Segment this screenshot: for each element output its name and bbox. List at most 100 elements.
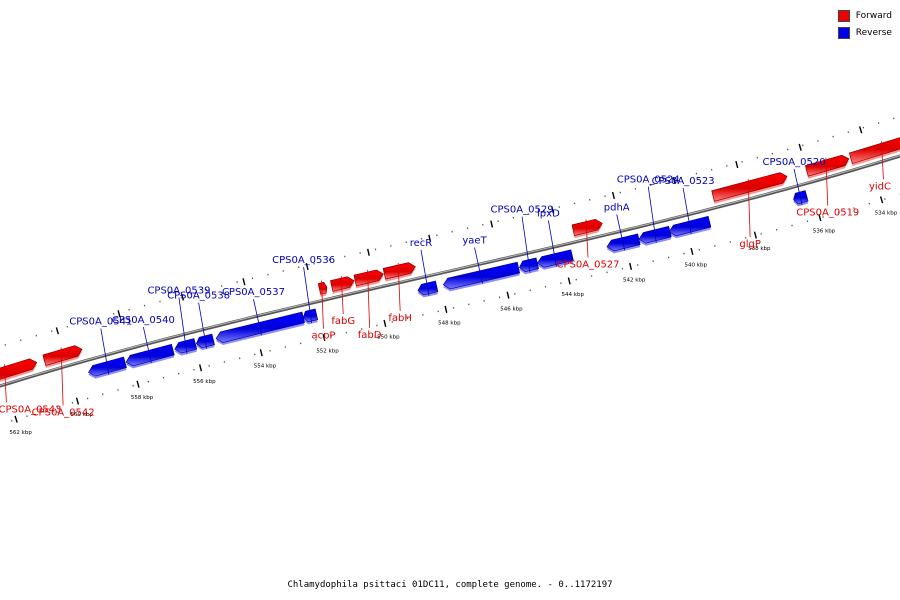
gene-leader-line (198, 302, 208, 349)
tick-label: 546 kbp (500, 306, 523, 312)
major-tick (55, 327, 59, 335)
gene-labels: CPS0A_0520CPS0A_0523CPS0A_0524pdhAlpxDCP… (0, 141, 891, 418)
gene-label: CPS0A_0529 (491, 205, 554, 216)
major-tick (305, 262, 309, 271)
major-tick (75, 397, 80, 405)
gene-arrow (571, 218, 603, 236)
gene-features (0, 132, 900, 392)
gene-leader-line (3, 364, 7, 403)
gene-fabD[interactable] (353, 269, 384, 289)
gene-label: acpP (311, 331, 335, 342)
gene-label: CPS0A_0519 (796, 208, 859, 219)
gene-CPS0A_0519[interactable] (804, 154, 850, 179)
gene-leader-line (881, 141, 884, 180)
gene-label: fabH (388, 313, 412, 324)
tick-label: 556 kbp (193, 379, 216, 385)
gene-label: fabG (331, 316, 355, 327)
tick-label: 538 kbp (748, 246, 771, 252)
gene-arrow (711, 172, 788, 202)
major-tick (818, 214, 822, 222)
gene-label: CPS0A_0524 (617, 175, 680, 186)
gene-label: CPS0A_0537 (222, 287, 285, 298)
gene-leader-line (548, 220, 557, 267)
gene-leader-line (793, 168, 803, 205)
tick-label: 550 kbp (377, 334, 400, 340)
major-tick (259, 349, 263, 357)
gene-label: CPS0A_0520 (763, 157, 826, 168)
tick-label: 548 kbp (438, 320, 461, 326)
major-tick (506, 291, 510, 299)
gene-arrow (848, 137, 900, 164)
gene-arrow (317, 281, 328, 295)
major-tick (14, 415, 18, 423)
gene-label: CPS0A_0543 (0, 404, 62, 415)
gene-yidC[interactable] (848, 132, 900, 166)
gene-leader-line (178, 297, 188, 354)
major-tick (798, 143, 802, 151)
gene-arrow (793, 190, 809, 205)
gene-leader-line (825, 157, 829, 206)
gene-label: glgP (739, 239, 761, 250)
major-tick (198, 364, 203, 372)
gene-leader-line (420, 249, 430, 296)
gene-label: CPS0A_0542 (32, 407, 95, 418)
ruler-ticks: 534 kbp 536 kbp 538 kbp 540 kbp 542 kbp 544 k… (4, 117, 900, 436)
gene-leader-line (682, 187, 692, 235)
major-tick (879, 196, 884, 204)
gene-leader-line (60, 347, 64, 406)
gene-arrow (606, 233, 641, 252)
major-tick (490, 220, 494, 228)
tick-label: 542 kbp (623, 278, 646, 284)
gene-leader-line (367, 269, 370, 328)
gene-CPS0A_0543[interactable] (0, 358, 38, 392)
gene-glgP[interactable] (711, 172, 788, 204)
tick-label: 544 kbp (562, 292, 585, 298)
gene-fabH[interactable] (382, 262, 416, 282)
gene-leader-line (616, 214, 626, 251)
gene-leader-line (647, 186, 657, 243)
major-tick (551, 206, 555, 214)
gene-label: CPS0A_0527 (557, 259, 620, 270)
gene-arrow (442, 261, 521, 290)
gene-label: CPS0A_0541 (69, 317, 132, 328)
gene-yaeT[interactable] (442, 261, 521, 292)
gene-CPS0A_0542[interactable] (42, 345, 83, 368)
major-tick (735, 160, 739, 169)
gene-label: recR (410, 238, 433, 249)
legend: Forward Reverse (837, 9, 892, 43)
forward-swatch (837, 9, 850, 22)
legend-reverse-label: Reverse (855, 27, 892, 38)
genome-caption: Chlamydophila psittaci 01DC11, complete … (287, 580, 613, 590)
major-tick (690, 247, 694, 255)
major-tick (180, 293, 185, 301)
major-tick (242, 278, 246, 286)
tick-label: 540 kbp (685, 262, 708, 268)
gene-label: yaeT (462, 236, 487, 247)
major-tick (444, 305, 448, 313)
major-tick (428, 234, 432, 242)
major-tick (383, 319, 387, 327)
legend-reverse: Reverse (837, 26, 892, 39)
gene-arrow (42, 345, 83, 366)
tick-label: 552 kbp (316, 349, 339, 355)
gene-acpP[interactable] (317, 281, 328, 297)
major-tick (366, 248, 370, 256)
gene-label: CPS0A_0539 (147, 286, 210, 297)
gene-arrow (215, 311, 305, 343)
gene-fabG[interactable] (330, 276, 355, 294)
gene-label: CPS0A_0538 (167, 291, 230, 302)
major-tick (567, 277, 571, 285)
gene-arrow (0, 358, 38, 380)
gene-leader-line (100, 328, 110, 375)
gene-CPS0A_0527[interactable] (571, 218, 603, 239)
gene-label: pdhA (604, 202, 630, 213)
gene-arrow (353, 269, 384, 287)
major-tick (672, 177, 676, 185)
gene-leader-line (253, 299, 262, 336)
tick-label: 562 kbp (9, 430, 32, 436)
tick-label: 554 kbp (254, 364, 277, 370)
gene-leader-line (321, 280, 324, 329)
gene-leader-line (585, 219, 589, 258)
gene-arrow (804, 154, 850, 177)
